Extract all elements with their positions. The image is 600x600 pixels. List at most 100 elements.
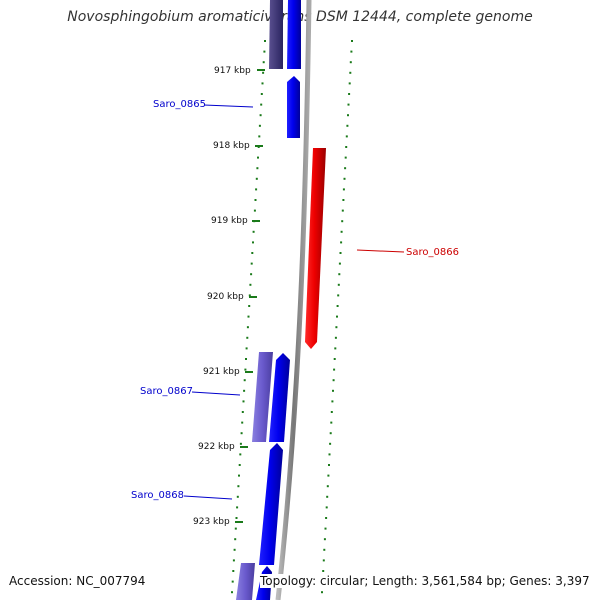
gc-skew-right-dot — [349, 61, 352, 64]
gc-skew-left-dot — [247, 315, 250, 318]
tick-label-920: 920 kbp — [207, 292, 244, 302]
gc-skew-right-dot — [345, 146, 348, 148]
gc-skew-right-dot — [346, 124, 349, 127]
tick-label-918: 918 kbp — [213, 141, 250, 151]
gc-skew-left-dot — [231, 591, 233, 594]
gc-skew-left-dot — [231, 580, 234, 583]
gc-skew-left-dot — [255, 188, 258, 191]
annotation-bar-saro-0867 — [252, 352, 273, 442]
position-ticks: 917 kbp 918 kbp 919 kbp 920 kbp 921 kbp … — [193, 66, 265, 527]
accession-text: Accession: NC_007794 — [9, 574, 146, 588]
gc-skew-right-dot — [349, 71, 352, 74]
cds-arrow-saro-0865 — [287, 76, 300, 138]
gc-skew-left-dot — [241, 421, 244, 424]
gc-skew-left-dot — [246, 336, 249, 339]
gc-skew-right-dot — [344, 167, 347, 170]
callout-line-saro-0866 — [356, 249, 405, 253]
gc-skew-left-dot — [259, 114, 262, 117]
gc-skew-left-dot — [241, 411, 244, 413]
gc-skew-right-dot — [322, 559, 325, 562]
gc-skew-right-dot — [331, 400, 334, 403]
gc-skew-left-dot — [252, 230, 255, 233]
gc-skew-right-dot — [340, 230, 343, 233]
cds-arrow-saro-0867 — [269, 353, 290, 442]
gc-skew-left-dot — [232, 570, 235, 572]
gc-skew-left-dot — [236, 495, 239, 498]
gc-skew-left-dot — [250, 273, 253, 276]
gc-skew-right-dot — [342, 188, 345, 191]
gc-skew-left-dot — [251, 252, 254, 254]
gc-skew-right-dot — [332, 379, 335, 382]
callout-line-saro-0868 — [183, 495, 233, 500]
gene-callouts: Saro_0865 Saro_0866 Saro_0867 Saro_0868 — [131, 99, 459, 501]
gc-skew-right-dot — [340, 241, 343, 244]
gc-skew-left-dot — [250, 262, 253, 265]
gc-skew-left-dot — [234, 538, 237, 541]
gc-skew-right-dot — [326, 495, 329, 498]
gc-skew-left-dot — [236, 506, 239, 509]
gc-skew-left-dot — [264, 40, 266, 42]
gc-skew-left-dot — [260, 103, 263, 106]
gc-skew-right-dot — [337, 283, 340, 286]
gc-skew-right-dot — [341, 209, 344, 212]
cds-arrow-top — [287, 0, 301, 69]
gc-skew-right-dot — [350, 50, 353, 53]
gc-skew-left-track — [231, 40, 266, 594]
annotation-bar-top — [269, 0, 283, 69]
gc-skew-right-dot — [338, 262, 341, 265]
gc-skew-right-dot — [336, 315, 338, 318]
gene-label-saro-0865[interactable]: Saro_0865 — [153, 99, 206, 110]
gc-skew-left-dot — [262, 61, 265, 64]
gc-skew-left-dot — [238, 474, 240, 477]
gc-skew-right-dot — [336, 305, 339, 307]
gc-skew-right-dot — [328, 464, 330, 466]
backbone-arc — [275, 0, 312, 600]
annotation-bar-bottom — [236, 563, 255, 600]
callout-line-saro-0865 — [203, 104, 254, 108]
gc-skew-left-dot — [234, 527, 237, 530]
tick-label-921: 921 kbp — [203, 367, 240, 377]
gc-skew-left-dot — [239, 453, 242, 456]
gene-label-saro-0866[interactable]: Saro_0866 — [406, 247, 459, 258]
gc-skew-left-dot — [258, 135, 261, 138]
gc-skew-right-dot — [328, 453, 331, 456]
gene-label-saro-0867[interactable]: Saro_0867 — [140, 386, 193, 397]
genome-summary-text: Topology: circular; Length: 3,561,584 bp… — [260, 574, 590, 588]
tick-label-923: 923 kbp — [193, 517, 230, 527]
gene-label-saro-0868[interactable]: Saro_0868 — [131, 490, 184, 501]
gc-skew-right-dot — [325, 517, 328, 519]
gc-skew-right-dot — [348, 93, 351, 95]
gc-skew-left-dot — [255, 177, 258, 180]
gc-skew-left-dot — [243, 379, 246, 382]
gc-skew-left-dot — [240, 432, 243, 435]
gc-skew-left-dot — [263, 50, 266, 53]
gc-skew-right-dot — [344, 156, 347, 159]
gc-skew-left-dot — [237, 485, 240, 488]
gc-skew-left-dot — [233, 548, 236, 551]
cds-arrow-saro-0868 — [259, 443, 283, 565]
gc-skew-left-dot — [260, 93, 263, 95]
gc-skew-right-dot — [330, 411, 333, 413]
gc-skew-right-dot — [326, 485, 329, 488]
gc-skew-right-dot — [347, 114, 349, 117]
gc-skew-right-dot — [325, 506, 328, 509]
gc-skew-right-dot — [339, 252, 342, 254]
gc-skew-right-dot — [322, 570, 325, 572]
gc-skew-right-dot — [321, 591, 323, 594]
gc-skew-right-dot — [347, 103, 350, 106]
gc-skew-left-dot — [262, 71, 265, 74]
gc-skew-left-dot — [257, 156, 259, 159]
gc-skew-right-dot — [330, 421, 333, 424]
gc-skew-right-dot — [334, 347, 337, 350]
gc-skew-right-dot — [341, 220, 344, 223]
gc-skew-left-dot — [256, 167, 259, 170]
gc-skew-right-dot — [335, 326, 338, 329]
gc-skew-right-dot — [324, 527, 327, 530]
gc-skew-right-dot — [342, 199, 345, 201]
gc-skew-left-dot — [245, 347, 248, 350]
gc-skew-left-dot — [253, 209, 256, 212]
gc-skew-left-dot — [232, 559, 235, 562]
gc-skew-left-dot — [235, 517, 238, 519]
gc-skew-right-dot — [323, 538, 326, 541]
